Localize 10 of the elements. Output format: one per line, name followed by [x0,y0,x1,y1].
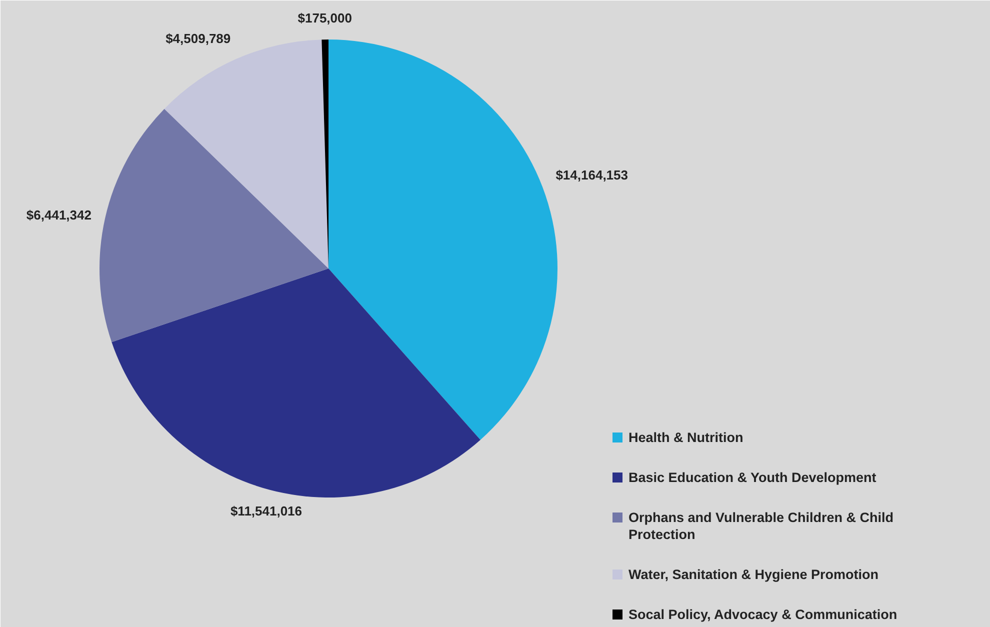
data-label: $14,164,153 [556,167,628,182]
legend-label: Health & Nutrition [628,430,744,445]
legend-label: Socal Policy, Advocacy & Communication [628,607,898,622]
legend-label: Water, Sanitation & Hygiene Promotion [628,567,879,582]
data-label: $4,509,789 [166,31,231,46]
data-label: $6,441,342 [26,207,92,222]
legend-label: Basic Education & Youth Development [628,470,877,485]
legend-label: Orphans and Vulnerable Children & Child Protection [628,510,894,542]
data-label: $11,541,016 [230,503,302,518]
data-label: $175,000 [298,10,352,26]
